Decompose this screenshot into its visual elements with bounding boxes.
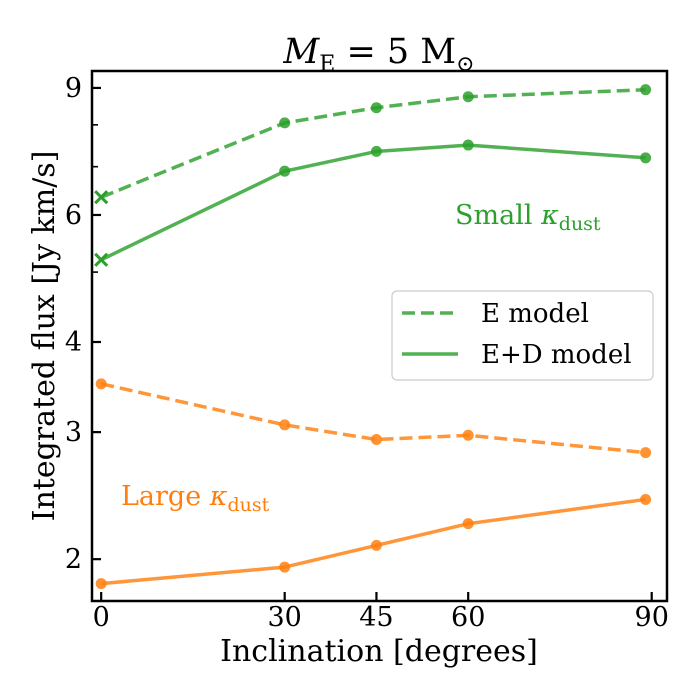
y-axis-label: Integrated flux [Jy km/s] bbox=[27, 151, 62, 522]
x-axis-label: Inclination [degrees] bbox=[220, 634, 538, 669]
data-point bbox=[462, 429, 474, 441]
data-point bbox=[640, 493, 652, 505]
data-point bbox=[462, 139, 474, 151]
series-large-E-model bbox=[95, 378, 652, 459]
data-point bbox=[640, 152, 652, 164]
series-small-ED-model bbox=[94, 139, 652, 267]
legend-label-ed-model: E+D model bbox=[481, 340, 632, 370]
data-point bbox=[279, 165, 291, 177]
x-tick-label-30: 30 bbox=[268, 602, 302, 633]
data-point bbox=[370, 102, 382, 114]
data-point bbox=[279, 561, 291, 573]
legend-label-e-model: E model bbox=[481, 299, 589, 329]
series-layer bbox=[94, 84, 652, 590]
y-tick-label-2: 2 bbox=[65, 544, 82, 575]
annotation-large-kappa: Large κdust bbox=[121, 481, 270, 516]
data-point bbox=[279, 419, 291, 431]
data-point bbox=[279, 117, 291, 129]
data-point bbox=[462, 518, 474, 530]
y-tick-label-6: 6 bbox=[65, 200, 82, 231]
chart-title: ME = 5 M⊙ bbox=[282, 32, 474, 77]
data-point bbox=[640, 447, 652, 459]
data-point bbox=[370, 434, 382, 446]
data-point bbox=[95, 578, 107, 590]
y-axis: 2 3 4 6 9 bbox=[65, 73, 101, 575]
data-point bbox=[462, 91, 474, 103]
data-point bbox=[640, 84, 652, 96]
data-point-x-marker bbox=[94, 252, 109, 267]
x-axis: 0 30 45 60 90 bbox=[93, 592, 669, 633]
x-marker-stroke bbox=[94, 252, 109, 267]
y-tick-label-9: 9 bbox=[65, 73, 82, 104]
y-tick-label-4: 4 bbox=[65, 327, 82, 358]
series-large-ED-model bbox=[95, 493, 652, 590]
x-tick-label-0: 0 bbox=[93, 602, 110, 633]
annotation-small-kappa: Small κdust bbox=[455, 200, 601, 235]
data-point bbox=[95, 378, 107, 390]
legend: E model E+D model bbox=[391, 290, 654, 381]
series-small-E-model bbox=[94, 84, 652, 205]
plot-frame bbox=[90, 69, 669, 603]
data-point-x-marker bbox=[94, 190, 109, 205]
y-tick-label-3: 3 bbox=[65, 417, 82, 448]
data-point bbox=[370, 539, 382, 551]
series-line-2 bbox=[100, 382, 646, 455]
x-tick-label-90: 90 bbox=[635, 602, 669, 633]
x-marker-stroke bbox=[94, 190, 109, 205]
data-point bbox=[370, 145, 382, 157]
x-tick-label-45: 45 bbox=[359, 602, 393, 633]
legend-box bbox=[391, 290, 654, 381]
x-tick-label-60: 60 bbox=[451, 602, 485, 633]
